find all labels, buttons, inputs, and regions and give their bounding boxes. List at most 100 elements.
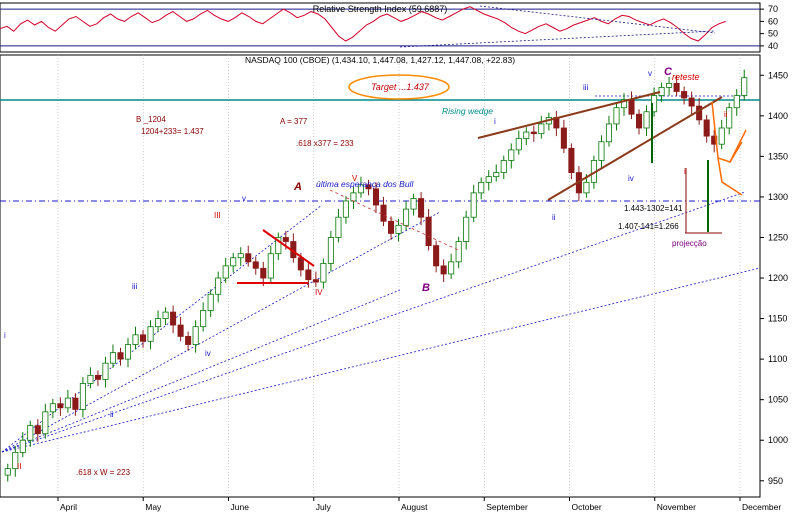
candle-body (260, 267, 267, 279)
rsi-tick-label: 60 (768, 16, 778, 26)
rsi-tick-label: 40 (768, 41, 778, 51)
wave-iii-low: iii (132, 282, 138, 291)
price-tick-label: 1250 (768, 232, 788, 242)
candle-body (139, 334, 147, 342)
a-calc-label: .618 x377 = 233 (296, 139, 354, 148)
ultima-label: última esperança dos Bull (316, 179, 414, 189)
candle-body (568, 147, 575, 173)
candle-body (613, 107, 620, 125)
candle-body (733, 95, 740, 109)
calc2-label: 1.407-141=1.266 (618, 222, 679, 231)
candle-body (666, 82, 673, 88)
wave-ii-low: ii (110, 410, 114, 419)
candle-body (636, 113, 643, 129)
candle-body (185, 336, 192, 345)
candle-body (403, 208, 410, 226)
candle-body (425, 216, 432, 246)
candle-body (455, 241, 462, 263)
candle-body (155, 318, 162, 328)
x-tick-label: December (742, 502, 781, 512)
candle-body (267, 253, 274, 279)
candle-body (387, 220, 395, 234)
projected-line-up (729, 129, 747, 163)
fan-lines (1, 191, 761, 453)
candle-body (245, 253, 252, 263)
candle-body (94, 374, 101, 380)
x-tick-label: September (486, 502, 528, 512)
x-tick-label: April (60, 502, 77, 512)
candle-body (162, 311, 169, 319)
c-label: C (664, 66, 673, 78)
candle-body (448, 261, 455, 275)
wave-ii-oct: ii (552, 213, 556, 222)
candle-body (395, 224, 402, 234)
projected-path (711, 101, 743, 163)
price-y-axis: 950 1000 1050 1100 1150 1200 1250 1300 1350 1400 1… (760, 70, 788, 486)
candle-body (297, 257, 304, 271)
candle-body (102, 362, 109, 380)
candle-body (49, 403, 56, 413)
triangle-upper-line (262, 229, 315, 267)
candle-body (643, 111, 650, 129)
wave-i-sep: i (494, 117, 496, 126)
price-x-axis: April May June July August September October No… (57, 497, 781, 512)
x-tick-label: October (572, 502, 602, 512)
wedge-lower-line (547, 96, 723, 201)
price-tick-label: 1400 (768, 111, 788, 121)
candle-body (673, 82, 680, 92)
calc1-label: 1.443-1302=141 (624, 204, 683, 213)
wave-i-nov: i (684, 167, 686, 176)
price-tick-label: 1200 (768, 273, 788, 283)
b1204-label: B _1204 (136, 115, 166, 124)
x-tick-label: June (231, 502, 250, 512)
candle-body (493, 172, 500, 178)
candle-body (19, 439, 26, 453)
candle-body (508, 149, 515, 161)
price-title: NASDAQ 100 (CBOE) (1,434.10, 1,447.08, 1… (245, 55, 515, 65)
candle-body (87, 374, 94, 384)
wave-v-nov: v (648, 69, 652, 78)
candle-body (109, 352, 116, 364)
x-tick-label: May (145, 502, 162, 512)
candle-body (530, 131, 537, 135)
candle-body (681, 91, 688, 99)
price-tick-label: 1150 (768, 314, 787, 324)
candle-body (703, 119, 710, 137)
candle-body (170, 311, 177, 326)
candle-body (410, 198, 417, 210)
candle-body (124, 344, 132, 360)
target-ellipse (348, 74, 450, 100)
rsi-trendline-lower (399, 30, 716, 48)
candle-body (215, 277, 222, 295)
candle-body (696, 105, 703, 121)
candle-body (72, 397, 79, 410)
wave-iv-oct: iv (628, 174, 634, 183)
candle-body (252, 261, 259, 269)
rsi-tick-label: 50 (768, 29, 778, 39)
candle-body (433, 245, 440, 267)
candle-body (365, 184, 372, 190)
wave-II: II (17, 462, 21, 471)
candle-body (132, 334, 139, 345)
wave-iii-oct: iii (583, 83, 589, 92)
candle-body (312, 279, 319, 283)
reteste-label: reteste (672, 72, 700, 82)
candle-body (688, 97, 695, 107)
candle-body (560, 127, 567, 149)
price-tick-label: 1450 (768, 70, 788, 80)
candle-body (598, 141, 605, 161)
b-calc-label: 1204+233= 1.437 (141, 127, 204, 136)
rsi-title: Relative Strength Index (59.6887) (313, 4, 448, 14)
projected-arrow (717, 157, 743, 196)
rsi-y-axis: 40 50 60 70 (760, 4, 778, 51)
wedge-label: Rising wedge (442, 106, 493, 116)
candle-body (357, 184, 364, 194)
projecao-label: projecção (672, 239, 707, 248)
x-tick-label: August (401, 502, 428, 512)
candle-body (27, 425, 34, 441)
candle-body (485, 176, 492, 183)
wave-ii-nov: ii (724, 110, 728, 119)
candle-body (523, 131, 530, 139)
candle-body (470, 192, 477, 218)
